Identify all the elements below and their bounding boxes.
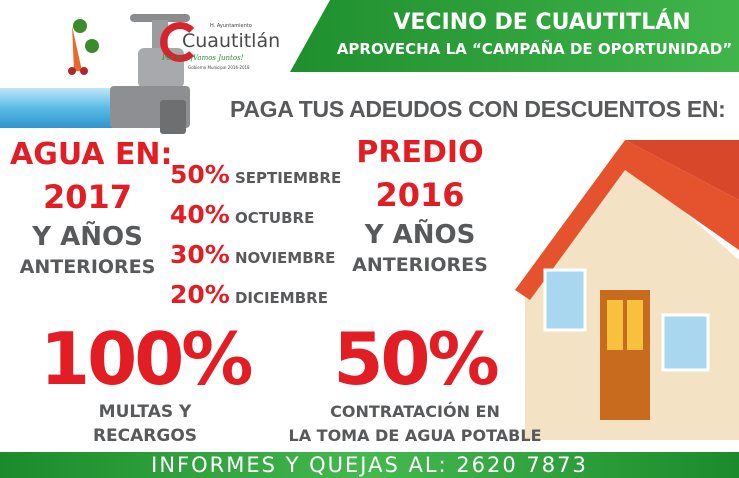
discount-item: 30% NOVIEMBRE [170, 240, 341, 280]
logo-term: Gobierno Municipal 2016-2018 [188, 65, 250, 70]
top-banner: VECINO DE CUAUTITLÁN APROVECHA LA “CAMPA… [290, 0, 739, 72]
contact-footer: INFORMES Y QUEJAS AL: 2620 7873 [0, 452, 739, 478]
predio-line1: Y AÑOS [364, 220, 476, 250]
house-icon [515, 140, 739, 440]
banner-subtitle: APROVECHA LA “CAMPAÑA DE OPORTUNIDAD” [336, 40, 733, 58]
agua-section: AGUA EN: 2017 Y AÑOS ANTERIORES [10, 135, 173, 279]
promo-line1: MULTAS Y [98, 402, 192, 422]
logo-ring-icon [160, 22, 200, 62]
headline: PAGA TUS ADEUDOS CON DESCUENTOS EN: [230, 96, 726, 122]
logo-subtitle: H. Ayuntamiento [210, 23, 252, 29]
banner-title: VECINO DE CUAUTITLÁN [393, 10, 691, 35]
logo-name: Cuautitlán [182, 30, 281, 52]
predio-section: PREDIO 2016 Y AÑOS ANTERIORES [345, 133, 495, 277]
agua-line1: Y AÑOS [32, 222, 143, 252]
promo-line2: RECARGOS [92, 426, 198, 446]
promo-pct: 100% [40, 317, 253, 401]
predio-label: PREDIO [356, 135, 484, 170]
predio-year: 2016 [375, 176, 465, 214]
discount-month: NOVIEMBRE [234, 249, 336, 267]
discount-pct: 40% [170, 200, 230, 229]
mascot-icon [68, 19, 99, 75]
municipal-logo: H. Ayuntamiento Cuautitlán Por ti....¡Va… [160, 20, 280, 75]
discount-item: 50% SEPTIEMBRE [170, 160, 341, 200]
agua-label: AGUA EN: [10, 137, 173, 172]
logo-slogan: Por ti....¡Vamos Juntos! [162, 54, 244, 62]
promo-multas: 100% MULTAS Y RECARGOS [40, 317, 253, 448]
discount-pct: 20% [170, 280, 230, 309]
discount-item: 40% OCTUBRE [170, 200, 341, 240]
promo-contratacion: 50% CONTRATACIÓN EN LA TOMA DE AGUA POTA… [255, 318, 575, 448]
discount-pct: 30% [170, 240, 230, 269]
promo-pct: 50% [333, 317, 499, 401]
discount-month: DICIEMBRE [234, 289, 328, 307]
faucet-icon [110, 14, 190, 134]
discount-month: SEPTIEMBRE [234, 169, 342, 187]
agua-line2: ANTERIORES [19, 256, 156, 278]
promo-line1: CONTRATACIÓN EN [330, 402, 500, 421]
predio-line2: ANTERIORES [352, 254, 488, 276]
discount-pct: 50% [170, 160, 230, 189]
promo-line2: LA TOMA DE AGUA POTABLE [288, 426, 542, 445]
discount-month: OCTUBRE [234, 209, 315, 227]
discount-item: 20% DICIEMBRE [170, 280, 341, 320]
water-pipe [0, 88, 120, 128]
discount-list: 50% SEPTIEMBRE 40% OCTUBRE 30% NOVIEMBRE… [170, 160, 341, 320]
agua-year: 2017 [42, 178, 133, 216]
